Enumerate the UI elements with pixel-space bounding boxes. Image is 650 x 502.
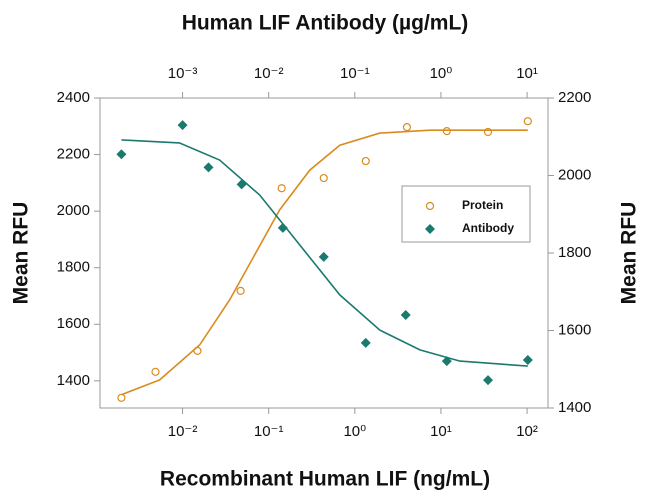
- y-tick-label: 1400: [57, 372, 90, 389]
- x2-tick-label: 10¹: [516, 65, 538, 82]
- point: [319, 173, 328, 183]
- legend-label: Antibody: [462, 221, 514, 235]
- point: [360, 337, 371, 348]
- y2-tick-label: 1400: [558, 399, 591, 416]
- chart-title: Human LIF Antibody (µg/mL): [182, 12, 469, 35]
- x-tick-label: 10⁻¹: [254, 423, 284, 440]
- fit-curve: [121, 139, 528, 367]
- point: [236, 286, 245, 296]
- y2-tick-label: 2000: [558, 166, 591, 183]
- point: [441, 356, 452, 367]
- point: [177, 120, 188, 131]
- point: [402, 123, 412, 132]
- point: [277, 184, 286, 193]
- point: [277, 222, 288, 233]
- y-tick-label: 2000: [57, 202, 90, 219]
- x-tick-label: 10²: [516, 423, 538, 440]
- point: [117, 393, 126, 402]
- point: [361, 156, 370, 166]
- x2-tick-label: 10⁻²: [254, 65, 284, 82]
- point: [236, 179, 247, 190]
- point: [151, 367, 160, 376]
- legend-label: Protein: [462, 198, 503, 212]
- legend-marker: [425, 224, 435, 234]
- y2-tick-label: 1800: [558, 244, 591, 261]
- fit-curve: [121, 129, 528, 396]
- y2-tick-label: 1600: [558, 321, 591, 338]
- point: [193, 346, 202, 355]
- y-axis-label: Mean RFU: [10, 202, 33, 305]
- x2-tick-label: 10⁰: [430, 65, 453, 82]
- point: [442, 126, 451, 136]
- y-tick-label: 2400: [57, 89, 90, 106]
- point: [203, 162, 214, 173]
- point: [483, 127, 493, 137]
- x2-tick-label: 10⁻³: [168, 65, 198, 82]
- y2-axis-label: Mean RFU: [618, 202, 641, 305]
- x2-tick-label: 10⁻¹: [340, 65, 370, 82]
- y2-tick-label: 2200: [558, 89, 591, 106]
- y-tick-label: 1800: [57, 259, 90, 276]
- y-tick-label: 2200: [57, 146, 90, 163]
- point: [522, 354, 533, 365]
- x-tick-label: 10⁰: [343, 423, 366, 440]
- legend-box: [401, 185, 531, 243]
- point: [318, 251, 329, 262]
- point: [523, 117, 532, 126]
- x-axis-label: Recombinant Human LIF (ng/mL): [160, 468, 490, 491]
- point: [483, 375, 494, 386]
- y-tick-label: 1600: [57, 315, 90, 332]
- point: [400, 310, 411, 320]
- point: [116, 149, 127, 160]
- legend-marker: [425, 201, 435, 211]
- x-tick-label: 10¹: [430, 423, 452, 440]
- x-tick-label: 10⁻²: [168, 423, 198, 440]
